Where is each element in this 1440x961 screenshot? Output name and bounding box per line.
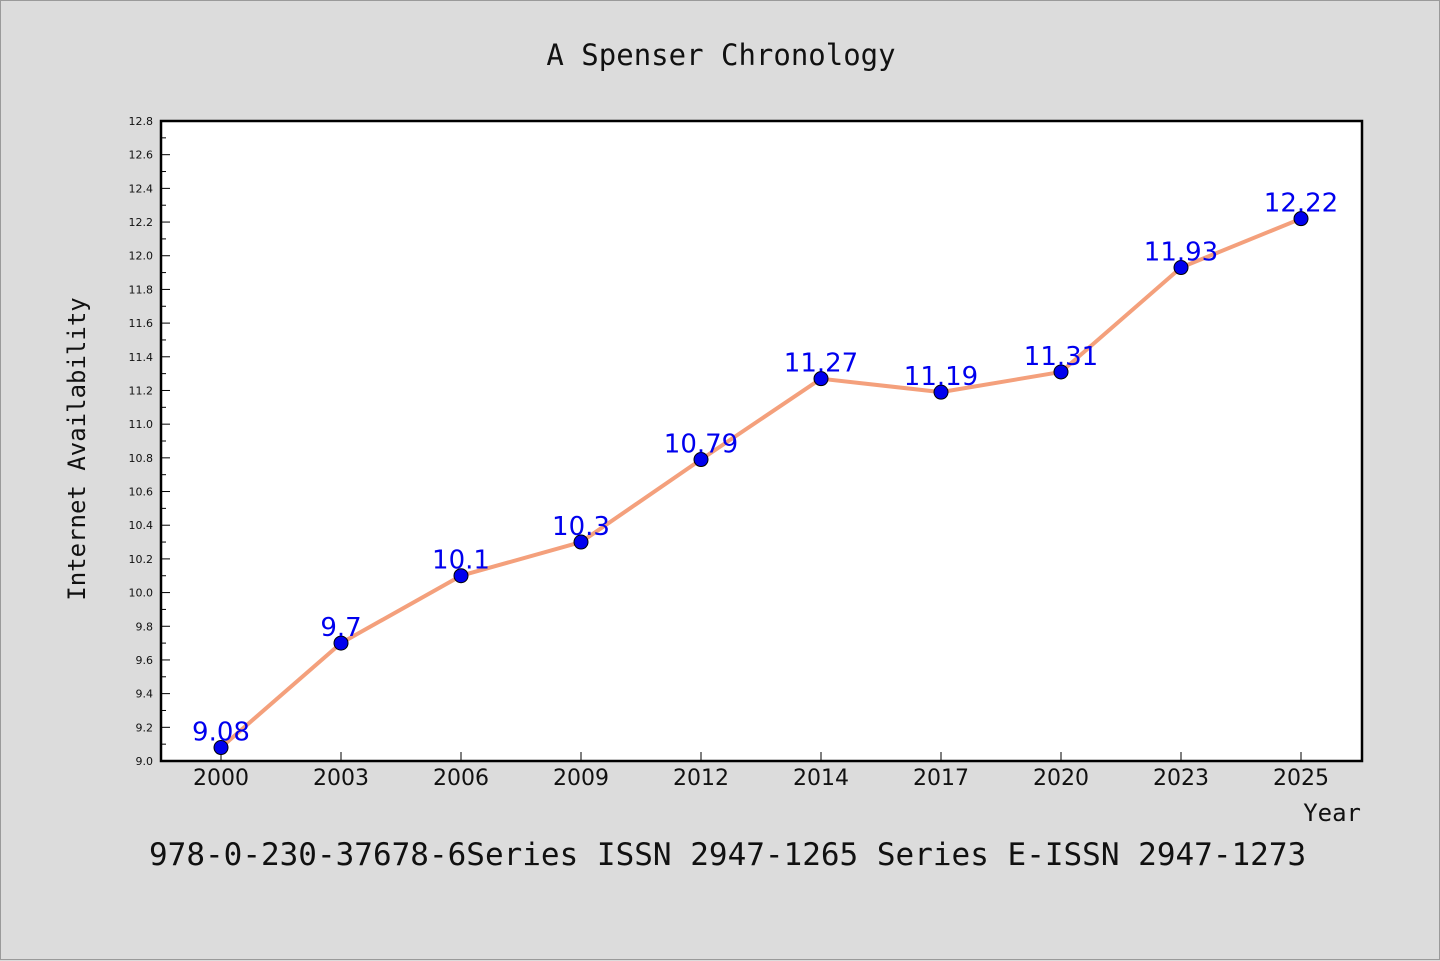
x-tick-label: 2014 xyxy=(793,766,849,791)
data-label: 11.93 xyxy=(1144,238,1218,268)
x-tick-label: 2006 xyxy=(433,766,489,791)
y-tick-label: 12.8 xyxy=(129,115,154,128)
y-tick-label: 11.2 xyxy=(129,384,154,397)
data-point xyxy=(693,452,709,468)
x-axis: 2000 2003 2006 2009 2012 2014 2017 2020 2023 2025 xyxy=(193,752,1329,791)
y-tick-label: 9.0 xyxy=(136,755,154,768)
data-point xyxy=(213,740,229,756)
y-tick-label: 10.6 xyxy=(129,486,154,499)
x-tick-label: 2023 xyxy=(1153,766,1209,791)
y-tick-label: 10.0 xyxy=(129,587,154,600)
x-tick-label: 2020 xyxy=(1033,766,1089,791)
series-line xyxy=(213,211,1309,756)
data-point xyxy=(933,384,949,400)
chart-title: A Spenser Chronology xyxy=(546,38,895,72)
data-label: 10.3 xyxy=(552,512,610,542)
data-label: 12.22 xyxy=(1264,189,1338,219)
x-tick-label: 2017 xyxy=(913,766,969,791)
x-tick-label: 2012 xyxy=(673,766,729,791)
data-label: 9.08 xyxy=(192,718,250,748)
x-tick-label: 2000 xyxy=(193,766,249,791)
y-tick-label: 9.2 xyxy=(136,721,154,734)
x-tick-label: 2009 xyxy=(553,766,609,791)
y-axis: 9.0 9.2 9.4 9.6 9.8 10.0 10.2 10.4 10.6 10.8 11.0 1… xyxy=(129,115,170,768)
x-tick-label: 2025 xyxy=(1273,766,1329,791)
data-point xyxy=(1293,211,1309,227)
data-point xyxy=(813,371,829,387)
data-point xyxy=(333,635,349,651)
x-tick-label: 2003 xyxy=(313,766,369,791)
data-point xyxy=(453,568,469,584)
data-point xyxy=(573,534,589,550)
y-tick-label: 9.4 xyxy=(136,688,154,701)
y-tick-label: 9.6 xyxy=(136,654,154,667)
y-tick-label: 11.8 xyxy=(129,283,154,296)
data-label: 11.19 xyxy=(904,362,978,392)
x-axis-title: Year xyxy=(1303,799,1361,827)
data-point xyxy=(1053,364,1069,380)
y-tick-label: 12.4 xyxy=(129,182,154,195)
y-tick-label: 11.6 xyxy=(129,317,154,330)
data-label: 11.31 xyxy=(1024,342,1098,372)
data-label: 10.1 xyxy=(432,546,490,576)
data-label: 11.27 xyxy=(784,349,858,379)
y-tick-label: 10.4 xyxy=(129,519,154,532)
plot-area xyxy=(159,119,1364,763)
data-labels: 9.08 9.7 10.1 10.3 10.79 11.27 11.19 11.31 11.93… xyxy=(192,189,1338,748)
y-tick-label: 10.8 xyxy=(129,452,154,465)
data-label: 10.79 xyxy=(664,430,738,460)
data-label: 9.7 xyxy=(320,613,361,643)
y-tick-label: 10.2 xyxy=(129,553,154,566)
series-polyline xyxy=(219,216,1303,750)
y-tick-label: 9.8 xyxy=(136,620,154,633)
y-tick-label: 12.6 xyxy=(129,149,154,162)
y-axis-title: Internet Availability xyxy=(63,297,91,600)
footer-isbn-issn: 978-0-230-37678-6Series ISSN 2947-1265 S… xyxy=(149,837,1306,873)
y-tick-label: 12.0 xyxy=(129,250,154,263)
data-point xyxy=(1173,260,1189,276)
y-tick-label: 12.2 xyxy=(129,216,154,229)
y-tick-label: 11.4 xyxy=(129,351,154,364)
y-tick-label: 11.0 xyxy=(129,418,154,431)
